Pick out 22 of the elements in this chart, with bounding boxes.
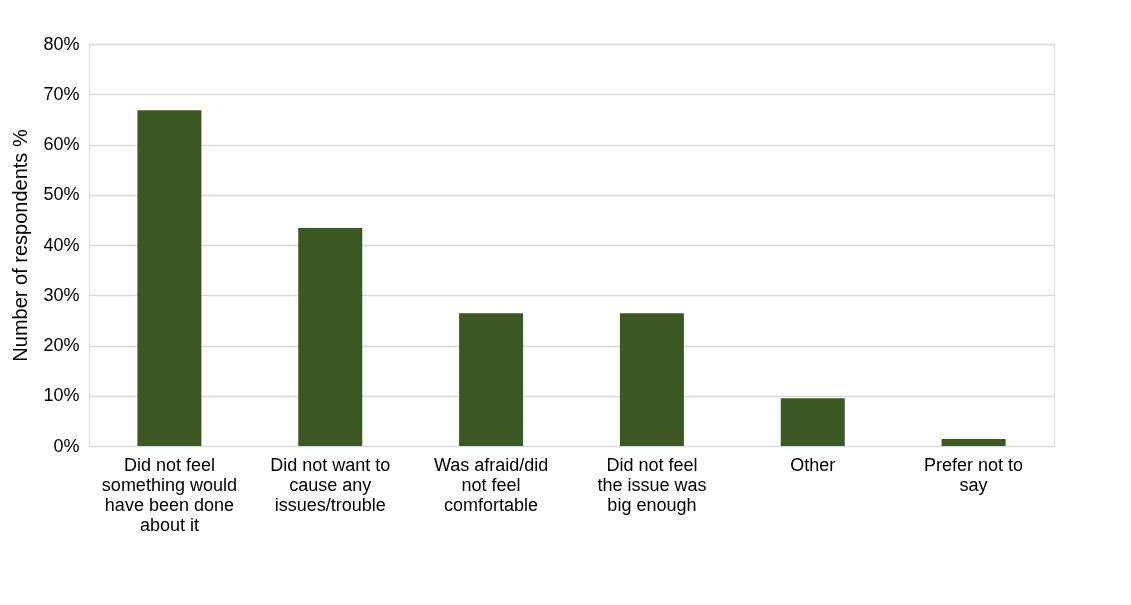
bar: [780, 398, 845, 446]
y-tick-label: 80%: [43, 33, 80, 54]
y-tick-label: 60%: [43, 134, 80, 154]
bar: [298, 227, 363, 446]
y-tick-label: 20%: [43, 335, 80, 355]
x-tick-label: Other: [790, 454, 836, 475]
x-tick-label: Did not feel the issue was big enough: [597, 454, 707, 515]
x-tick-label: Did not want to cause any issues/trouble: [270, 454, 391, 515]
y-tick-label: 70%: [43, 83, 80, 104]
y-tick-label: 40%: [43, 234, 80, 255]
bar: [619, 313, 684, 446]
bar: [459, 313, 524, 446]
y-tick-label: 50%: [43, 184, 80, 205]
y-axis-title: Number of respondents %: [9, 129, 32, 362]
y-tick-label: 0%: [53, 435, 80, 456]
x-tick-label: Did not feel something would have been done about it: [101, 454, 237, 535]
x-tick-label: Was afraid/did not feel comfortable: [433, 454, 549, 515]
y-tick-label: 30%: [43, 284, 80, 305]
y-tick-label: 10%: [43, 385, 80, 406]
bar: [137, 110, 202, 446]
bar: [941, 438, 1006, 446]
x-tick-label: Prefer not to say: [924, 454, 1024, 495]
